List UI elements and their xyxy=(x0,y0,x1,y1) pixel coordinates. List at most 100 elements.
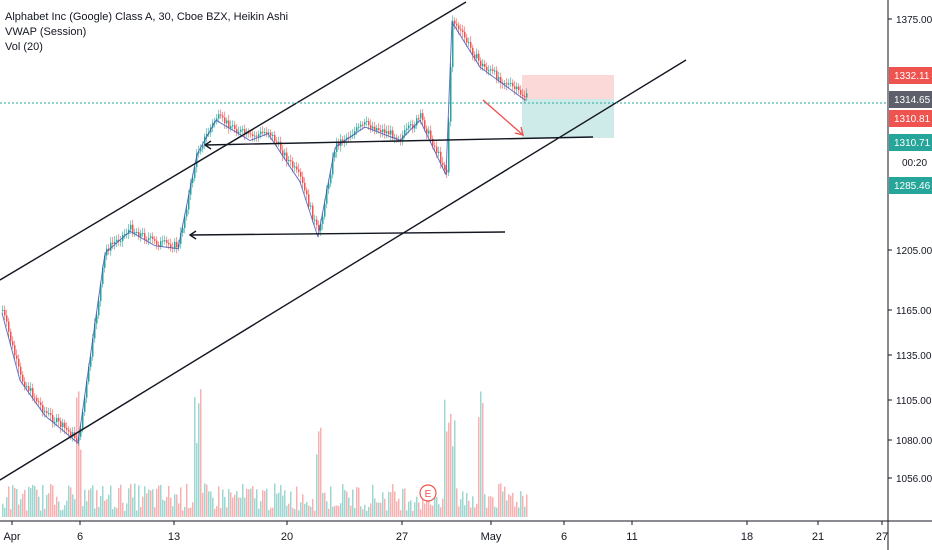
candle-body xyxy=(512,82,514,87)
vwap-indicator-label[interactable]: VWAP (Session) xyxy=(5,26,87,38)
candle-body xyxy=(522,94,524,97)
symbol-title[interactable]: Alphabet Inc (Google) Class A, 30, Cboe … xyxy=(5,11,289,23)
candle-body xyxy=(230,126,232,129)
volume-bar xyxy=(46,494,48,517)
volume-bar xyxy=(352,489,354,517)
y-axis[interactable]: 1375.00 1205.00 1165.00 1135.00 1105.00 1080.… xyxy=(888,15,932,485)
candle-body xyxy=(50,413,52,415)
price-badge xyxy=(889,67,932,84)
candle-body xyxy=(488,70,490,72)
candle-body xyxy=(130,224,132,230)
volume-bar xyxy=(132,497,134,517)
volume-bar xyxy=(94,508,96,517)
volume-bar xyxy=(160,484,162,517)
volume-bar xyxy=(356,487,358,517)
volume-bar xyxy=(176,494,178,517)
candle-body xyxy=(162,240,164,242)
volume-bar xyxy=(184,506,186,517)
candle-body xyxy=(110,242,112,251)
price-badge-label: 1285.46 xyxy=(894,181,931,192)
volume-bar xyxy=(30,488,32,517)
price-badge-label: 1332.11 xyxy=(894,71,930,82)
volume-bar xyxy=(214,508,216,517)
candle-body xyxy=(278,141,280,143)
volume-bar xyxy=(170,497,172,517)
volume-bar xyxy=(110,485,112,517)
earnings-marker[interactable]: E xyxy=(419,484,437,502)
volume-bar xyxy=(182,510,184,517)
candle-body xyxy=(104,255,106,268)
support-line[interactable] xyxy=(189,231,506,236)
volume-indicator-label[interactable]: Vol (20) xyxy=(5,41,43,53)
volume-bar xyxy=(506,500,508,517)
candle-body xyxy=(520,89,522,95)
channel-lower-line[interactable] xyxy=(0,59,687,481)
candle-body xyxy=(302,176,304,183)
volume-bar xyxy=(466,492,468,517)
volume-bar xyxy=(174,494,176,517)
volume-bar xyxy=(322,493,324,517)
volume-bar xyxy=(296,486,298,517)
countdown-label: 00:20 xyxy=(902,158,927,169)
stop-loss-zone[interactable] xyxy=(522,75,614,99)
candle-body xyxy=(450,67,452,122)
candle-body xyxy=(60,421,62,428)
candle-body xyxy=(424,120,426,129)
x-axis[interactable]: Apr 6 13 20 27 May 6 11 18 21 27 xyxy=(3,521,888,543)
volume-bar xyxy=(334,505,336,517)
candle-body xyxy=(456,23,458,26)
countdown-badge xyxy=(889,155,932,171)
candle-body xyxy=(386,131,388,134)
volume-bar xyxy=(24,489,26,517)
volume-bar xyxy=(190,507,192,517)
candle-body xyxy=(408,125,410,129)
candle-body xyxy=(274,134,276,142)
x-tick-label: 18 xyxy=(741,531,753,543)
projection-arrow[interactable] xyxy=(482,99,524,136)
candle-body xyxy=(14,345,16,356)
candle-body xyxy=(150,236,152,239)
candle-body xyxy=(136,232,138,234)
volume-bar xyxy=(340,503,342,517)
candle-body xyxy=(182,228,184,233)
volume-bar xyxy=(404,488,406,517)
volume-bar xyxy=(80,449,82,517)
volume-bar xyxy=(446,431,448,517)
candle-body xyxy=(516,86,518,90)
candle-body xyxy=(76,437,78,441)
price-badge-label: 1310.81 xyxy=(894,114,931,125)
volume-bar xyxy=(58,501,60,517)
volume-bar xyxy=(122,502,124,517)
volume-bar xyxy=(282,495,284,517)
candle-body xyxy=(276,141,278,143)
candle-body xyxy=(446,169,448,173)
candle-body xyxy=(486,66,488,71)
candle-body xyxy=(478,53,480,61)
volume-bar xyxy=(346,491,348,517)
volume-bar xyxy=(78,391,80,517)
candle-body xyxy=(444,164,446,170)
candle-body xyxy=(332,157,334,175)
channel-upper-line[interactable] xyxy=(0,1,467,281)
candle-body xyxy=(190,182,192,195)
volume-bar xyxy=(478,417,480,517)
candle-body xyxy=(452,20,454,68)
volume-bar xyxy=(62,509,64,517)
candle-body xyxy=(336,141,338,152)
volume-bar xyxy=(204,483,206,517)
volume-bar xyxy=(302,494,304,517)
candle-body xyxy=(294,166,296,168)
candle-body xyxy=(100,284,102,301)
candle-body xyxy=(140,233,142,237)
candle-body xyxy=(186,209,188,217)
volume-bar xyxy=(430,504,432,517)
candle-body xyxy=(180,232,182,244)
candle-body xyxy=(146,239,148,241)
candle-body xyxy=(280,141,282,151)
candle-body xyxy=(410,124,412,126)
volume-bar xyxy=(194,397,196,517)
resistance-line[interactable] xyxy=(204,136,594,146)
candle-body xyxy=(500,77,502,83)
candle-body xyxy=(442,162,444,165)
